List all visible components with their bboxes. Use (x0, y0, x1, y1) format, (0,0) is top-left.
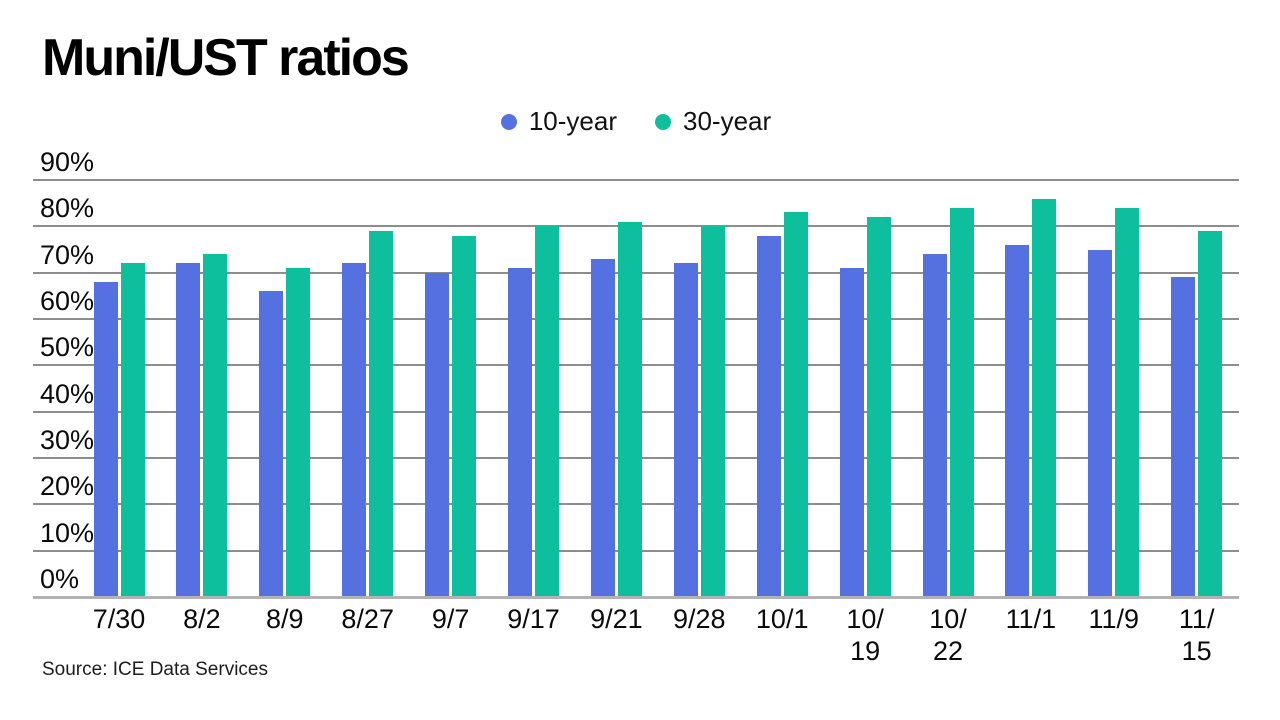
bar-10-year-11/15 (1171, 277, 1196, 597)
bar-30-year-11/1 (1032, 198, 1057, 597)
chart-title: Muni/UST ratios (42, 29, 410, 87)
bar-30-year-11/15 (1198, 230, 1223, 597)
bar-30-year-11/9 (1115, 207, 1140, 597)
bar-30-year-8/9 (286, 268, 311, 597)
legend-label-30-year: 30-year (683, 106, 772, 136)
y-axis-label-30: 30% (40, 425, 95, 455)
bar-10-year-11/1 (1005, 244, 1030, 597)
x-axis-label-10/19: 10/ 19 (846, 604, 884, 666)
y-axis-label-0: 0% (40, 564, 80, 594)
y-axis-label-40: 40% (40, 378, 95, 409)
x-axis-label-8/9: 8/9 (266, 604, 304, 634)
legend-dot-10-year-icon (500, 113, 517, 130)
x-axis-label-11/15: 11/ 15 (1178, 604, 1215, 666)
bar-30-year-8/27 (369, 230, 394, 597)
bar-30-year-10/19 (866, 217, 891, 597)
legend-item-30-year: 30-year (655, 106, 771, 137)
y-axis-label-50: 50% (40, 332, 95, 363)
y-axis-label-20: 20% (40, 471, 95, 502)
x-axis-label-8/27: 8/27 (341, 604, 394, 634)
legend: 10-year 30-year (33, 106, 1239, 137)
bar-10-year-11/9 (1088, 249, 1113, 597)
bar-10-year-8/27 (342, 263, 367, 597)
legend-item-10-year: 10-year (500, 106, 617, 137)
x-axis-label-11/9: 11/9 (1088, 604, 1140, 634)
y-axis-label-90: 90% (40, 147, 95, 178)
bar-30-year-9/21 (617, 221, 642, 597)
x-axis-label-7/30: 7/30 (92, 604, 146, 634)
bar-10-year-7/30 (93, 281, 118, 597)
bar-10-year-8/9 (259, 291, 284, 597)
bar-10-year-10/19 (839, 268, 864, 597)
y-axis-label-70: 70% (40, 239, 95, 270)
bar-10-year-9/21 (590, 258, 615, 597)
legend-label-10-year: 10-year (528, 106, 617, 136)
legend-dot-30-year-icon (655, 113, 671, 130)
bar-30-year-10/1 (783, 212, 808, 597)
y-axis-label-60: 60% (40, 286, 95, 317)
x-axis-label-9/7: 9/7 (431, 604, 470, 634)
x-axis-label-8/2: 8/2 (183, 604, 221, 634)
bar-10-year-9/28 (673, 263, 698, 597)
x-axis-label-9/21: 9/21 (590, 604, 643, 634)
bar-10-year-8/2 (176, 263, 201, 597)
gridline-90 (33, 179, 1239, 182)
source-credit: Source: ICE Data Services (42, 659, 268, 680)
x-axis-label-10/22: 10/ 22 (929, 604, 967, 666)
x-axis-label-9/17: 9/17 (507, 604, 560, 634)
bar-10-year-9/7 (425, 272, 450, 597)
bar-30-year-8/2 (203, 254, 228, 597)
bar-30-year-9/7 (452, 235, 477, 597)
bar-10-year-9/17 (508, 268, 532, 597)
x-axis-label-9/28: 9/28 (673, 604, 726, 634)
bar-10-year-10/22 (922, 254, 947, 597)
bar-30-year-10/22 (949, 207, 974, 597)
y-axis-label-80: 80% (40, 193, 95, 224)
x-axis-line (33, 596, 1239, 599)
bar-30-year-9/17 (535, 226, 559, 597)
y-axis-label-10: 10% (40, 517, 95, 548)
bar-10-year-10/1 (756, 235, 781, 597)
bar-30-year-7/30 (120, 263, 145, 597)
x-axis-label-10/1: 10/1 (755, 604, 809, 634)
x-axis-label-11/1: 11/1 (1005, 604, 1057, 634)
bar-30-year-9/28 (700, 226, 725, 597)
